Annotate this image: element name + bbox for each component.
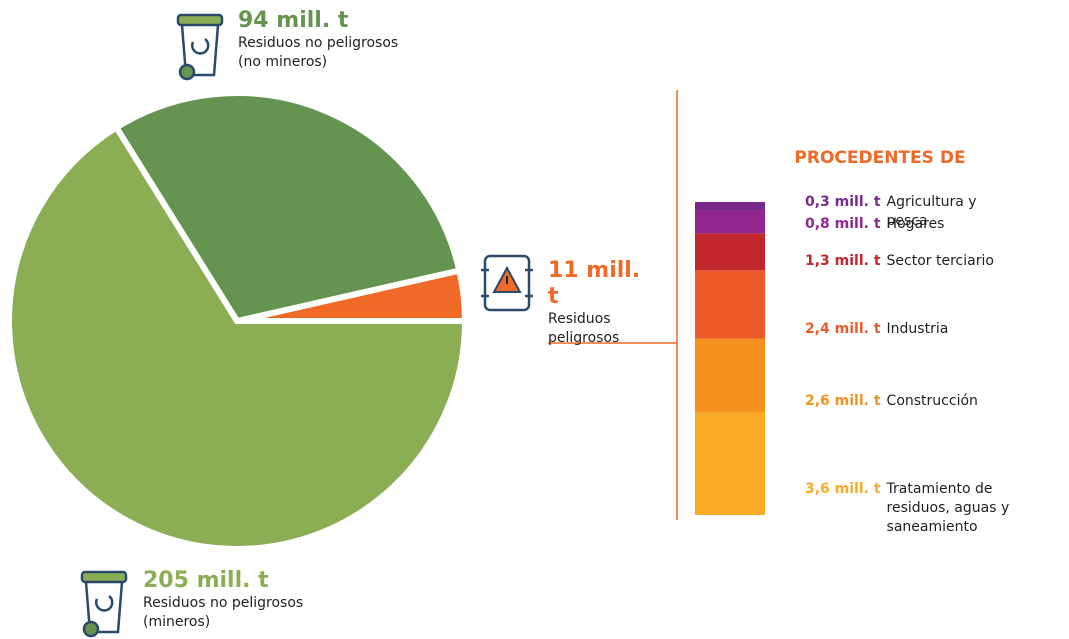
- bar-segment: [695, 338, 765, 413]
- slice-value: 205 mill. t: [143, 568, 269, 593]
- segment-value: 0,8 mill. t: [805, 216, 881, 233]
- segment-label: 3,6 mill. t Tratamiento de residuos, agua…: [805, 480, 1065, 537]
- segment-name: Tratamiento de residuos, aguas y saneami…: [886, 480, 1010, 535]
- slice-label: 94 mill. t Residuos no peligrosos (no min…: [238, 8, 408, 72]
- segment-value: 3,6 mill. t: [805, 480, 881, 497]
- segment-label: 0,3 mill. t Agricultura y pesca: [805, 193, 1065, 231]
- segment-label: 0,8 mill. t Hogares: [805, 215, 1065, 234]
- slice-label: 205 mill. t Residuos no peligrosos (miner…: [143, 568, 313, 632]
- slice-value: 11 mill. t: [548, 258, 641, 309]
- slice-name: Residuos no peligrosos (no mineros): [238, 35, 399, 70]
- bin-icon: [176, 13, 224, 81]
- slice-label: 11 mill. t Residuos peligrosos: [548, 258, 648, 348]
- hazard-icon: [481, 254, 533, 312]
- segment-name: Construcción: [886, 392, 978, 409]
- segment-name: Agricultura y pesca: [886, 193, 977, 229]
- bar-segment: [695, 270, 765, 339]
- bar-title: PROCEDENTES DE: [794, 148, 966, 168]
- bar-segment: [695, 412, 765, 515]
- bar-segment: [695, 210, 765, 234]
- slice-name: Residuos peligrosos: [548, 311, 620, 346]
- bar-segment: [695, 202, 765, 211]
- segment-value: 2,6 mill. t: [805, 392, 881, 409]
- segment-value: 0,3 mill. t: [805, 193, 881, 210]
- bin-icon: [80, 570, 128, 638]
- pie-slice: [6, 123, 469, 552]
- segment-name: Sector terciario: [886, 253, 994, 270]
- segment-label: 2,6 mill. t Construcción: [805, 392, 1065, 411]
- segment-label: 2,4 mill. t Industria: [805, 320, 1065, 339]
- bar-segment: [695, 233, 765, 271]
- segment-value: 1,3 mill. t: [805, 253, 881, 270]
- segment-label: 1,3 mill. t Sector terciario: [805, 252, 1065, 271]
- segment-name: Industria: [886, 321, 949, 338]
- slice-name: Residuos no peligrosos (mineros): [143, 595, 304, 630]
- segment-name: Hogares: [886, 216, 945, 233]
- slice-value: 94 mill. t: [238, 8, 349, 33]
- segment-value: 2,4 mill. t: [805, 321, 881, 338]
